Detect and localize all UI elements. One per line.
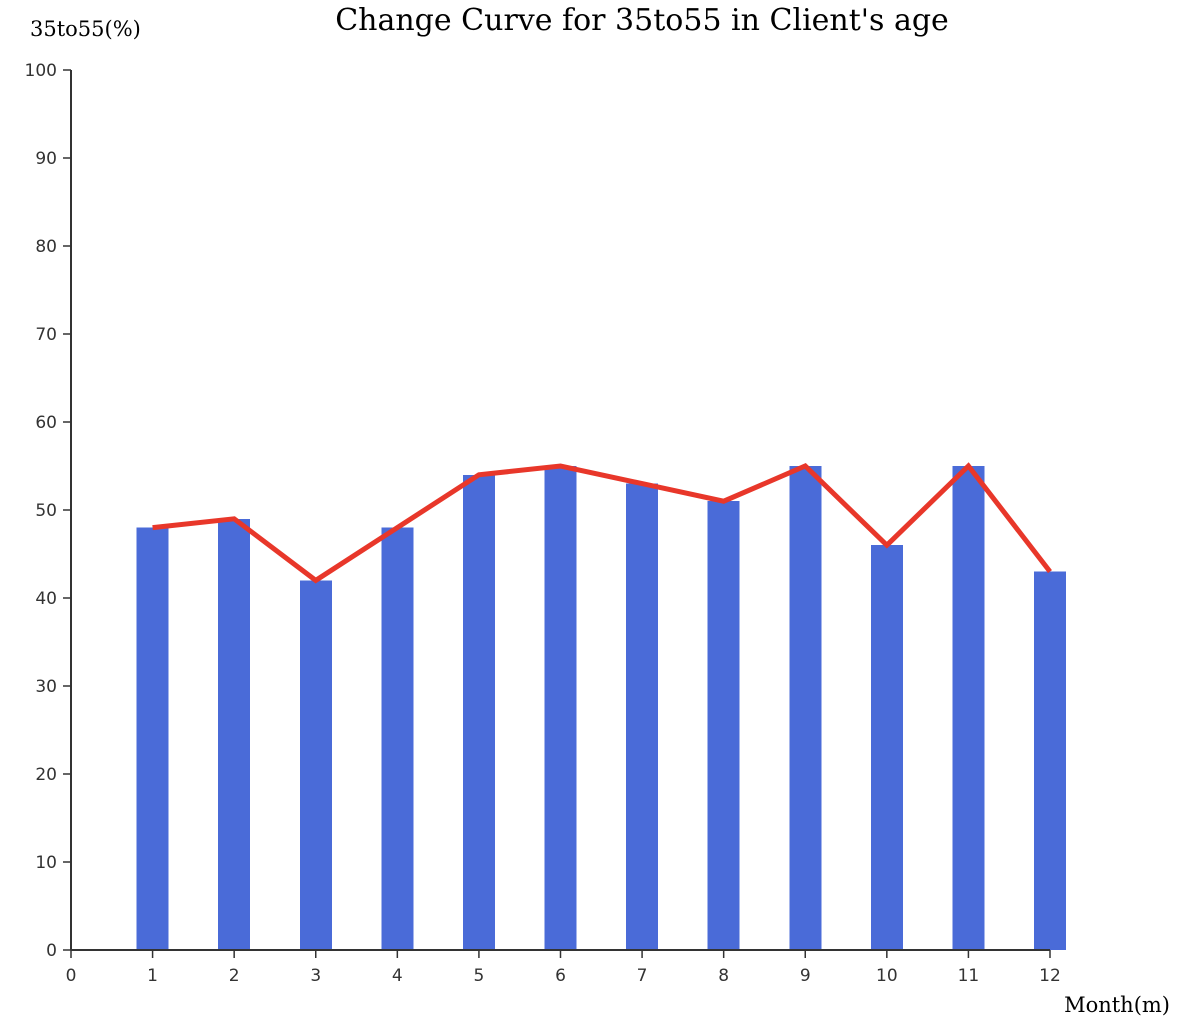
x-tick-label: 11 — [958, 966, 980, 986]
x-tick-label: 0 — [66, 966, 77, 986]
x-tick-label: 5 — [474, 966, 485, 986]
bar-month-8 — [707, 501, 740, 950]
bar-month-2 — [218, 518, 251, 950]
y-tick-label: 80 — [35, 237, 57, 257]
x-tick-label: 1 — [147, 966, 158, 986]
y-tick-label: 50 — [35, 501, 57, 521]
bars-group — [136, 466, 1066, 950]
y-axis-title: 35to55(%) — [30, 17, 141, 41]
bar-month-5 — [462, 474, 495, 950]
chart-title: Change Curve for 35to55 in Client's age — [335, 3, 949, 38]
y-tick-label: 30 — [35, 677, 57, 697]
x-tick-label: 2 — [229, 966, 240, 986]
y-tick-label: 70 — [35, 325, 57, 345]
y-tick-label: 60 — [35, 413, 57, 433]
trend-line-group — [152, 462, 1052, 584]
x-tick-label: 6 — [555, 966, 566, 986]
x-tick-label: 8 — [718, 966, 729, 986]
trend-line — [152, 462, 1052, 584]
x-tick-label: 4 — [392, 966, 403, 986]
bar-month-12 — [1034, 571, 1066, 950]
bar-month-7 — [626, 483, 659, 950]
x-tick-label: 3 — [310, 966, 321, 986]
bar-month-9 — [789, 466, 822, 950]
x-tick-label: 10 — [876, 966, 898, 986]
y-tick-label: 10 — [35, 853, 57, 873]
bar-month-3 — [299, 580, 332, 950]
y-tick-label: 20 — [35, 765, 57, 785]
x-tick-label: 7 — [637, 966, 648, 986]
y-tick-label: 90 — [35, 149, 57, 169]
bar-month-10 — [870, 545, 903, 950]
bar-month-11 — [952, 466, 985, 950]
x-tick-label: 9 — [800, 966, 811, 986]
x-axis-title: Month(m) — [1064, 993, 1170, 1017]
bar-month-1 — [136, 527, 169, 950]
y-tick-label: 40 — [35, 589, 57, 609]
bar-month-6 — [544, 466, 577, 950]
x-tick-label: 12 — [1039, 966, 1061, 986]
bar-month-4 — [381, 527, 414, 950]
y-tick-label: 0 — [46, 941, 57, 961]
y-tick-label: 100 — [25, 61, 57, 81]
